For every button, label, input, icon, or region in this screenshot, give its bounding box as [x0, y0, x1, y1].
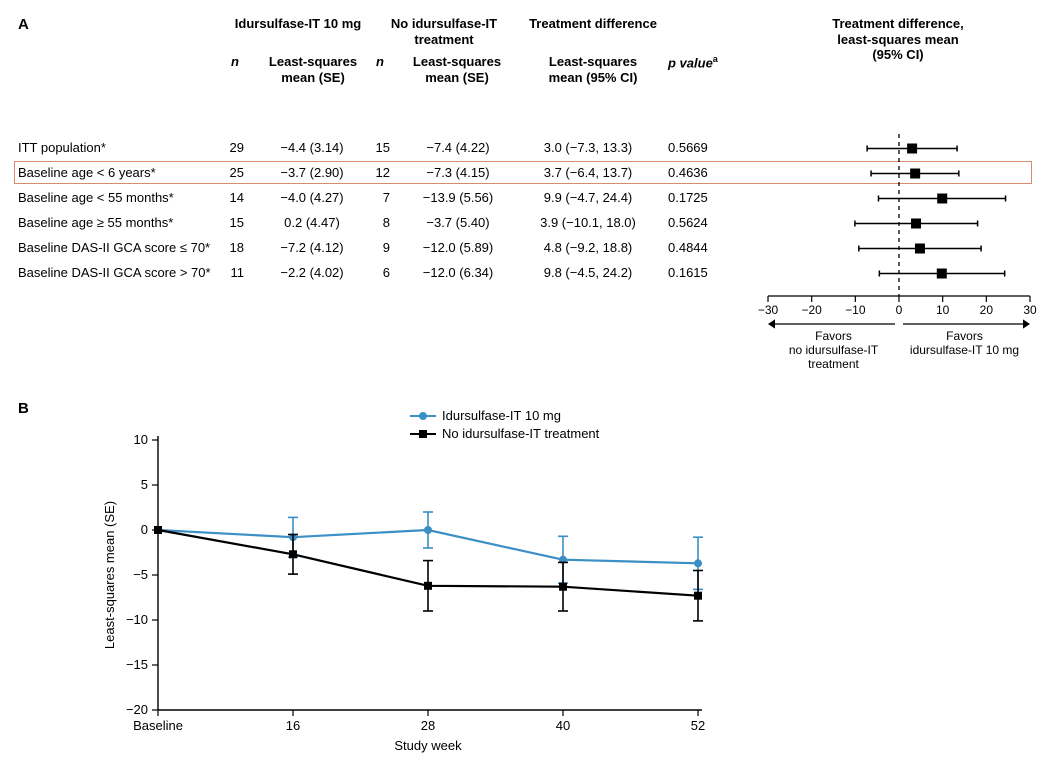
svg-text:5: 5	[141, 477, 148, 492]
table-cell: −4.0 (4.27)	[262, 190, 362, 205]
svg-text:idursulfase-IT 10 mg: idursulfase-IT 10 mg	[910, 343, 1019, 357]
table-cell: 3.9 (−10.1, 18.0)	[518, 215, 658, 230]
table-cell: 7	[360, 190, 390, 205]
svg-text:no idursulfase-IT: no idursulfase-IT	[789, 343, 879, 357]
table-cell: 0.2 (4.47)	[262, 215, 362, 230]
head-pvalue-sup: a	[713, 54, 718, 64]
svg-text:Baseline: Baseline	[133, 718, 183, 733]
table-cell: 3.0 (−7.3, 13.3)	[518, 140, 658, 155]
table-row-label: Baseline age ≥ 55 months*	[18, 215, 173, 230]
svg-text:−5: −5	[133, 567, 148, 582]
head-pvalue-text: p value	[668, 55, 713, 70]
svg-text:28: 28	[421, 718, 435, 733]
table-cell: 8	[360, 215, 390, 230]
head-diff-group: Treatment difference	[523, 16, 663, 32]
svg-text:0: 0	[896, 303, 903, 317]
svg-text:−20: −20	[126, 702, 148, 717]
svg-text:Favors: Favors	[815, 329, 852, 343]
svg-text:−10: −10	[845, 303, 866, 317]
table-row-label: Baseline DAS-II GCA score ≤ 70*	[18, 240, 210, 255]
table-cell: 0.1725	[668, 190, 738, 205]
head-treat1: Idursulfase-IT 10 mg	[218, 16, 378, 32]
svg-text:No idursulfase-IT treatment: No idursulfase-IT treatment	[442, 426, 600, 441]
svg-text:−30: −30	[758, 303, 779, 317]
svg-text:16: 16	[286, 718, 300, 733]
svg-text:20: 20	[980, 303, 994, 317]
svg-text:30: 30	[1023, 303, 1037, 317]
svg-text:−15: −15	[126, 657, 148, 672]
panel-a: A Idursulfase-IT 10 mg No idursulfase-IT…	[18, 12, 1032, 392]
table-cell: −7.2 (4.12)	[262, 240, 362, 255]
table-cell: −12.0 (5.89)	[408, 240, 508, 255]
head-ls1: Least-squares mean (SE)	[258, 54, 368, 85]
table-cell: −13.9 (5.56)	[408, 190, 508, 205]
figure-root: A Idursulfase-IT 10 mg No idursulfase-IT…	[0, 0, 1050, 783]
table-cell: 18	[214, 240, 244, 255]
svg-text:10: 10	[936, 303, 950, 317]
table-cell: 9.8 (−4.5, 24.2)	[518, 265, 658, 280]
svg-text:0: 0	[141, 522, 148, 537]
table-row-label: ITT population*	[18, 140, 106, 155]
table-cell: 11	[214, 265, 244, 280]
head-ls2: Least-squares mean (SE)	[402, 54, 512, 85]
table-row-label: Baseline DAS-II GCA score > 70*	[18, 265, 211, 280]
head-diff-ls: Least-squares mean (95% CI)	[523, 54, 663, 85]
table-cell: 29	[214, 140, 244, 155]
table-cell: −3.7 (5.40)	[408, 215, 508, 230]
svg-text:10: 10	[134, 432, 148, 447]
head-n1: n	[223, 54, 247, 70]
head-n2: n	[368, 54, 392, 70]
table-cell: 9	[360, 240, 390, 255]
svg-text:Study week: Study week	[394, 738, 462, 753]
table-cell: 4.8 (−9.2, 18.8)	[518, 240, 658, 255]
panel-b: B −20 −15 −10 −5 0 5 10 Baseline 16 28 40 52 Study w…	[18, 400, 1032, 770]
table-cell: −7.4 (4.22)	[408, 140, 508, 155]
panel-b-label: B	[18, 400, 29, 417]
table-cell: 6	[360, 265, 390, 280]
table-cell: −2.2 (4.02)	[262, 265, 362, 280]
head-forest-title: Treatment difference, least-squares mean…	[768, 16, 1028, 63]
table-cell: 9.9 (−4.7, 24.4)	[518, 190, 658, 205]
panel-a-label: A	[18, 16, 29, 33]
table-cell: 0.5624	[668, 215, 738, 230]
table-row-label: Baseline age < 55 months*	[18, 190, 174, 205]
table-cell: 0.4844	[668, 240, 738, 255]
svg-text:52: 52	[691, 718, 705, 733]
head-pvalue: p valuea	[668, 54, 738, 71]
svg-text:40: 40	[556, 718, 570, 733]
table-cell: 15	[214, 215, 244, 230]
svg-text:treatment: treatment	[808, 357, 859, 371]
svg-text:−10: −10	[126, 612, 148, 627]
svg-text:Least-squares mean (SE): Least-squares mean (SE)	[102, 501, 117, 649]
table-cell: −12.0 (6.34)	[408, 265, 508, 280]
svg-text:−20: −20	[801, 303, 822, 317]
line-chart: −20−15−10−50510Baseline16284052Study wee…	[98, 410, 718, 740]
svg-text:Favors: Favors	[946, 329, 983, 343]
table-cell: −4.4 (3.14)	[262, 140, 362, 155]
forest-plot: −30−20−100102030Favorsno idursulfase-ITt…	[768, 132, 1030, 290]
table-cell: 15	[360, 140, 390, 155]
svg-text:Idursulfase-IT 10 mg: Idursulfase-IT 10 mg	[442, 410, 561, 423]
table-cell: 0.5669	[668, 140, 738, 155]
head-treat2: No idursulfase-IT treatment	[374, 16, 514, 47]
table-cell: 0.1615	[668, 265, 738, 280]
table-cell: 14	[214, 190, 244, 205]
